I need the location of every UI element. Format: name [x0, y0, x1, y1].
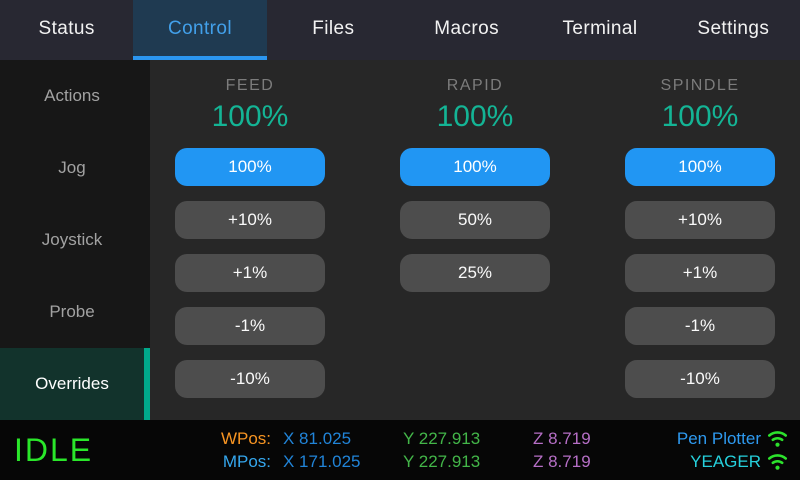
- content-row: Actions Jog Joystick Probe Overrides FEED 100…: [0, 60, 800, 420]
- tab-control[interactable]: Control: [133, 0, 267, 60]
- rapid-button-100[interactable]: 100%: [400, 148, 550, 186]
- wpos-label: WPos:: [220, 428, 271, 448]
- nav-bar: Status Control Files Macros Terminal Settings: [0, 0, 800, 60]
- feed-button-10[interactable]: +10%: [175, 201, 325, 239]
- feed-current-value: 100%: [211, 100, 289, 133]
- mpos-z: Z 8.719: [533, 451, 591, 471]
- wpos-z: Z 8.719: [533, 428, 591, 448]
- spindle-button-1[interactable]: +1%: [625, 254, 775, 292]
- network-row-pen-plotter: Pen Plotter: [677, 428, 788, 450]
- spindle-button-100[interactable]: 100%: [625, 148, 775, 186]
- rapid-button-50[interactable]: 50%: [400, 201, 550, 239]
- network-status: Pen Plotter YEAGER: [677, 428, 788, 473]
- feed-button-1[interactable]: +1%: [175, 254, 325, 292]
- spindle-button-1[interactable]: -1%: [625, 307, 775, 345]
- rapid-label: RAPID: [446, 77, 504, 94]
- feed-button-1[interactable]: -1%: [175, 307, 325, 345]
- wpos-x: X 81.025: [283, 428, 352, 448]
- override-column-feed: FEED 100% 100% +10% +1% -1% -10%: [175, 60, 325, 420]
- tab-settings[interactable]: Settings: [697, 18, 770, 39]
- mpos-y: Y 227.913: [403, 451, 481, 471]
- wifi-icon: [767, 429, 788, 448]
- sidebar-item-actions[interactable]: Actions: [44, 86, 100, 105]
- sidebar: Actions Jog Joystick Probe Overrides: [0, 60, 150, 420]
- spindle-button-10[interactable]: +10%: [625, 201, 775, 239]
- machine-state: IDLE: [14, 431, 94, 468]
- network-row-yeager: YEAGER: [677, 451, 788, 473]
- sidebar-item-probe[interactable]: Probe: [49, 302, 95, 321]
- override-column-rapid: RAPID 100% 100% 50% 25%: [400, 60, 550, 420]
- mpos-label: MPos:: [222, 451, 271, 471]
- status-bar: IDLE WPos: X 81.025 Y 227.913 Z 8.719 MP…: [0, 420, 800, 480]
- spindle-current-value: 100%: [661, 100, 739, 133]
- wpos-y: Y 227.913: [403, 428, 481, 448]
- sidebar-item-jog[interactable]: Jog: [58, 158, 86, 177]
- mpos-x: X 171.025: [283, 451, 361, 471]
- feed-buttons: 100% +10% +1% -1% -10%: [175, 148, 325, 398]
- rapid-current-value: 100%: [436, 100, 514, 133]
- spindle-button-10[interactable]: -10%: [625, 360, 775, 398]
- feed-button-100[interactable]: 100%: [175, 148, 325, 186]
- feed-label: FEED: [225, 77, 275, 94]
- rapid-buttons: 100% 50% 25%: [400, 148, 550, 292]
- overrides-panel: FEED 100% 100% +10% +1% -1% -10% RAPID 100% 100% 5…: [150, 60, 800, 420]
- network-name-pen-plotter: Pen Plotter: [676, 428, 761, 448]
- position-readout: WPos: X 81.025 Y 227.913 Z 8.719 MPos: X…: [209, 428, 623, 473]
- wifi-icon: [767, 452, 788, 471]
- tab-status[interactable]: Status: [38, 18, 95, 39]
- spindle-label: SPINDLE: [660, 77, 740, 94]
- sidebar-item-joystick[interactable]: Joystick: [41, 230, 103, 249]
- spindle-buttons: 100% +10% +1% -1% -10%: [625, 148, 775, 398]
- rapid-button-25[interactable]: 25%: [400, 254, 550, 292]
- sidebar-item-overrides[interactable]: Overrides: [0, 348, 150, 420]
- tab-files[interactable]: Files: [312, 18, 355, 39]
- override-column-spindle: SPINDLE 100% 100% +10% +1% -1% -10%: [625, 60, 775, 420]
- network-name-yeager: YEAGER: [690, 451, 761, 471]
- tab-macros[interactable]: Macros: [434, 18, 499, 39]
- tab-terminal[interactable]: Terminal: [562, 18, 638, 39]
- feed-button-10[interactable]: -10%: [175, 360, 325, 398]
